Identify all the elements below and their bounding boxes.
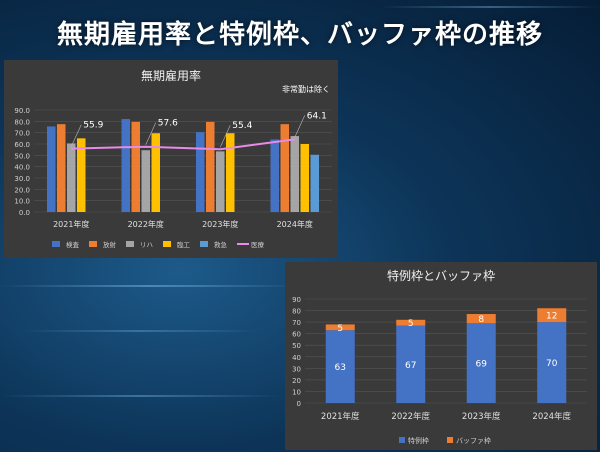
y-tick-label: 50 (292, 342, 301, 350)
leader-line (219, 125, 231, 148)
legend-label: バッファ枠 (456, 436, 491, 445)
legend-label: 臨工 (177, 240, 191, 249)
quota-chart-panel: 特例枠とバッファ枠 0 10 20 30 40 50 60 70 80 90 63 5 2021年度 67… (285, 262, 597, 450)
bar-バッファ枠 (466, 314, 496, 324)
y-tick-label: 20 (292, 377, 301, 385)
data-label: 70 (546, 359, 558, 369)
bar-臨工 (300, 144, 309, 212)
y-tick-label: 80 (292, 308, 301, 316)
y-tick-label: 60.0 (14, 141, 30, 149)
y-tick-label: 90 (292, 296, 301, 304)
data-label: 5 (408, 319, 414, 329)
line-data-label: 57.6 (158, 119, 178, 129)
y-tick-label: 30 (292, 365, 301, 373)
line-data-label: 55.4 (232, 121, 252, 131)
y-tick-label: 70 (292, 319, 301, 327)
bar-放射 (280, 124, 289, 212)
legend-label: 検査 (66, 240, 80, 249)
legend-label: 救急 (214, 240, 228, 249)
bar-リハ (216, 151, 225, 212)
y-tick-label: 50.0 (14, 152, 30, 160)
leader-line (294, 115, 306, 138)
leader-line (70, 124, 82, 147)
bar-リハ (141, 150, 150, 212)
bar-救急 (310, 154, 319, 212)
data-label: 12 (546, 312, 557, 322)
bar-臨工 (77, 138, 86, 212)
bar-検査 (47, 126, 56, 212)
legend-swatch (399, 437, 405, 443)
bar-検査 (270, 139, 279, 212)
bar-リハ (67, 143, 76, 212)
data-label: 67 (405, 361, 416, 371)
bar-特例枠 (537, 322, 567, 403)
quota-chart: 特例枠とバッファ枠 0 10 20 30 40 50 60 70 80 90 63 5 2021年度 67… (292, 268, 587, 445)
chart-title: 無期雇用率 (141, 68, 201, 83)
legend-swatch (447, 437, 453, 443)
x-tick-label: 2021年度 (53, 219, 89, 229)
data-label: 69 (476, 360, 488, 370)
y-tick-label: 90.0 (14, 107, 30, 115)
legend-swatch (163, 241, 171, 247)
legend-label: リハ (140, 241, 153, 249)
bar-検査 (196, 132, 205, 212)
y-tick-label: 40.0 (14, 164, 30, 172)
legend-swatch (89, 241, 97, 247)
legend-label: 医療 (251, 240, 265, 249)
bar-バッファ枠 (396, 319, 426, 326)
bar-臨工 (226, 133, 235, 212)
y-tick-label: 20.0 (14, 186, 30, 194)
y-tick-label: 10.0 (14, 198, 30, 206)
legend-swatch (126, 241, 134, 247)
legend-swatch (52, 241, 60, 247)
bar-バッファ枠 (537, 308, 567, 323)
bar-臨工 (151, 133, 160, 212)
y-tick-label: 30.0 (14, 175, 30, 183)
data-label: 5 (337, 324, 343, 334)
data-label: 8 (478, 315, 484, 325)
y-tick-label: 40 (292, 354, 301, 362)
line-series-医療 (71, 138, 295, 151)
y-tick-label: 0.0 (19, 209, 30, 217)
page-title: 無期雇用率と特例枠、バッファ枠の推移 (56, 20, 543, 50)
bar-放射 (57, 124, 66, 212)
bar-放射 (206, 121, 215, 212)
employment-rate-chart-panel: 無期雇用率 非常勤は除く 0.0 10.0 20.0 30.0 40.0 50.0 60.0… (4, 60, 338, 258)
x-tick-label: 2022年度 (128, 219, 164, 229)
x-tick-label: 2022年度 (391, 411, 430, 422)
bar-リハ (290, 136, 299, 212)
legend-label: 特例枠 (408, 436, 429, 445)
x-tick-label: 2021年度 (321, 411, 360, 422)
x-tick-label: 2024年度 (532, 411, 571, 422)
y-tick-label: 0 (297, 400, 301, 408)
bar-特例枠 (325, 330, 355, 403)
bar-放射 (131, 121, 140, 212)
bar-特例枠 (396, 325, 426, 403)
bar-バッファ枠 (325, 324, 355, 331)
y-tick-label: 80.0 (14, 118, 30, 126)
y-tick-label: 60 (292, 331, 301, 339)
y-tick-label: 10 (292, 388, 301, 396)
chart-note: 非常勤は除く (282, 84, 330, 94)
bar-検査 (121, 119, 130, 212)
employment-rate-chart: 無期雇用率 非常勤は除く 0.0 10.0 20.0 30.0 40.0 50.0 60.0… (14, 68, 332, 249)
leader-line (145, 122, 157, 145)
x-tick-label: 2023年度 (462, 411, 501, 422)
legend-label: 放射 (103, 240, 117, 249)
bar-特例枠 (466, 323, 496, 403)
line-data-label: 64.1 (307, 111, 327, 121)
chart-title: 特例枠とバッファ枠 (387, 268, 495, 283)
legend-swatch (200, 241, 208, 247)
line-data-label: 55.9 (83, 121, 103, 131)
data-label: 63 (335, 363, 346, 373)
x-tick-label: 2023年度 (202, 219, 238, 229)
x-tick-label: 2024年度 (277, 219, 313, 229)
y-tick-label: 70.0 (14, 130, 30, 138)
